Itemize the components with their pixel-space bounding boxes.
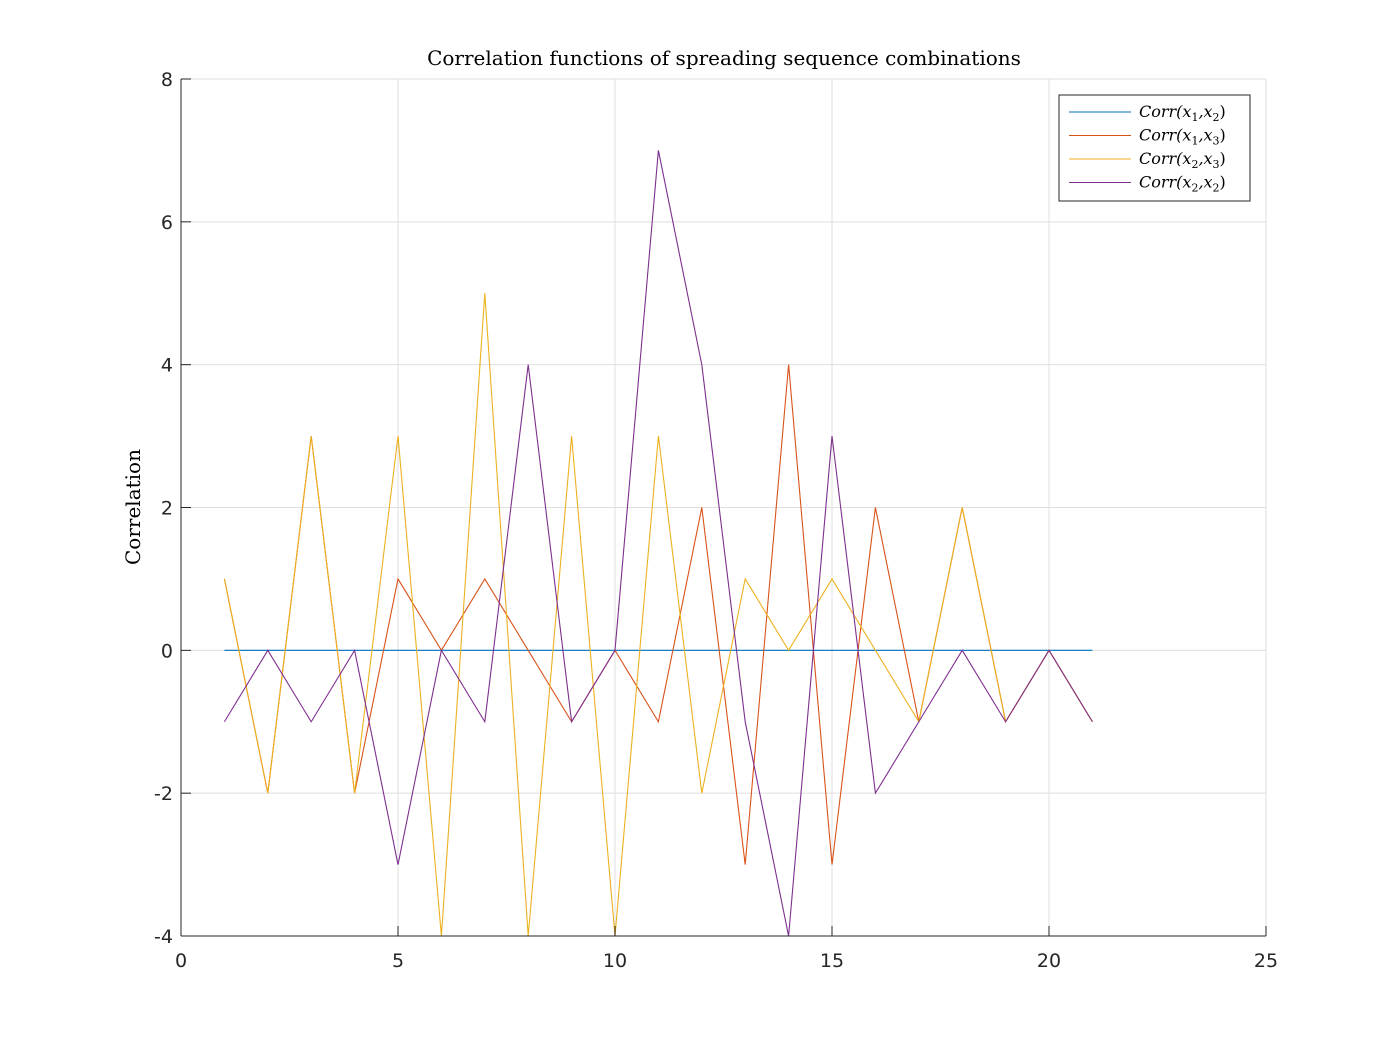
y-tick-label: 6: [161, 212, 173, 234]
y-tick-label: -2: [154, 783, 173, 805]
tick-labels: 0 5 10 15 20 25 -4 -2 0 2 4 6 8: [154, 69, 1278, 972]
y-tick-label: 0: [161, 640, 173, 662]
legend-label: Corr(x2,x2): [1139, 173, 1226, 195]
y-tick-label: 8: [161, 69, 173, 91]
y-tick-label: 2: [161, 498, 173, 520]
series-lines: [223, 150, 1093, 937]
series-line: [223, 150, 1093, 937]
y-tick-label: -4: [154, 926, 173, 948]
y-axis-label: Correlation: [121, 449, 145, 565]
x-tick-label: 15: [820, 950, 844, 972]
y-tick-label: 4: [161, 355, 173, 377]
x-tick-label: 5: [392, 950, 404, 972]
x-tick-label: 0: [175, 950, 187, 972]
legend-label: Corr(x2,x3): [1139, 149, 1226, 171]
grid: [180, 78, 1267, 937]
legend: Corr(x1,x2)Corr(x1,x3)Corr(x2,x3)Corr(x2…: [1058, 94, 1251, 202]
series-line: [223, 293, 1093, 937]
x-tick-label: 20: [1037, 950, 1061, 972]
x-tick-label: 25: [1254, 950, 1278, 972]
legend-box: [1058, 94, 1251, 202]
legend-label: Corr(x1,x2): [1139, 102, 1226, 124]
axes: [180, 78, 1267, 937]
legend-label: Corr(x1,x3): [1139, 126, 1226, 148]
chart-title: Correlation functions of spreading seque…: [427, 46, 1021, 70]
x-tick-label: 10: [603, 950, 627, 972]
